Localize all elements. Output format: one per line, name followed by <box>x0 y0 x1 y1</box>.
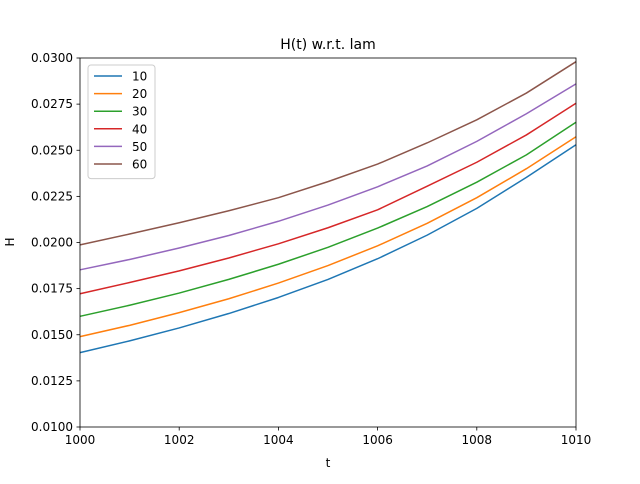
y-tick-label: 0.0100 <box>31 420 73 434</box>
series-layer <box>79 61 577 354</box>
y-tick-label: 0.0275 <box>31 97 73 111</box>
y-tick-label: 0.0125 <box>31 374 73 388</box>
legend: 10 20 30 40 50 60 <box>87 64 156 180</box>
x-tick-label: 1000 <box>65 433 96 447</box>
x-tick-label: 1002 <box>164 433 195 447</box>
y-tick-label: 0.0300 <box>31 51 73 65</box>
series-line-10 <box>79 144 577 354</box>
legend-label-60: 60 <box>132 158 147 172</box>
legend-label-30: 30 <box>132 105 147 119</box>
y-tick-label: 0.0200 <box>31 236 73 250</box>
x-tick-label: 1004 <box>263 433 294 447</box>
series-line-50 <box>79 83 577 271</box>
series-line-30 <box>79 121 577 318</box>
y-tick-label: 0.0150 <box>31 328 73 342</box>
legend-label-40: 40 <box>132 122 147 136</box>
x-tick-label: 1006 <box>362 433 393 447</box>
legend-label-20: 20 <box>132 87 147 101</box>
y-tick-label: 0.0250 <box>31 143 73 157</box>
legend-label-10: 10 <box>132 70 147 84</box>
x-axis-label: t <box>326 456 331 470</box>
y-axis-label: H <box>3 237 17 246</box>
series-line-60 <box>79 61 577 246</box>
chart-title: H(t) w.r.t. lam <box>280 37 375 53</box>
axes-layer: 1000 1002 1004 1006 1008 1010 0.0100 0.0125 0.01… <box>31 51 591 447</box>
series-line-20 <box>79 136 577 338</box>
legend-label-50: 50 <box>132 140 147 154</box>
plot-area <box>80 58 576 427</box>
x-tick-label: 1010 <box>561 433 592 447</box>
series-line-40 <box>79 102 577 295</box>
y-tick-label: 0.0225 <box>31 189 73 203</box>
x-tick-label: 1008 <box>462 433 493 447</box>
y-tick-label: 0.0175 <box>31 282 73 296</box>
